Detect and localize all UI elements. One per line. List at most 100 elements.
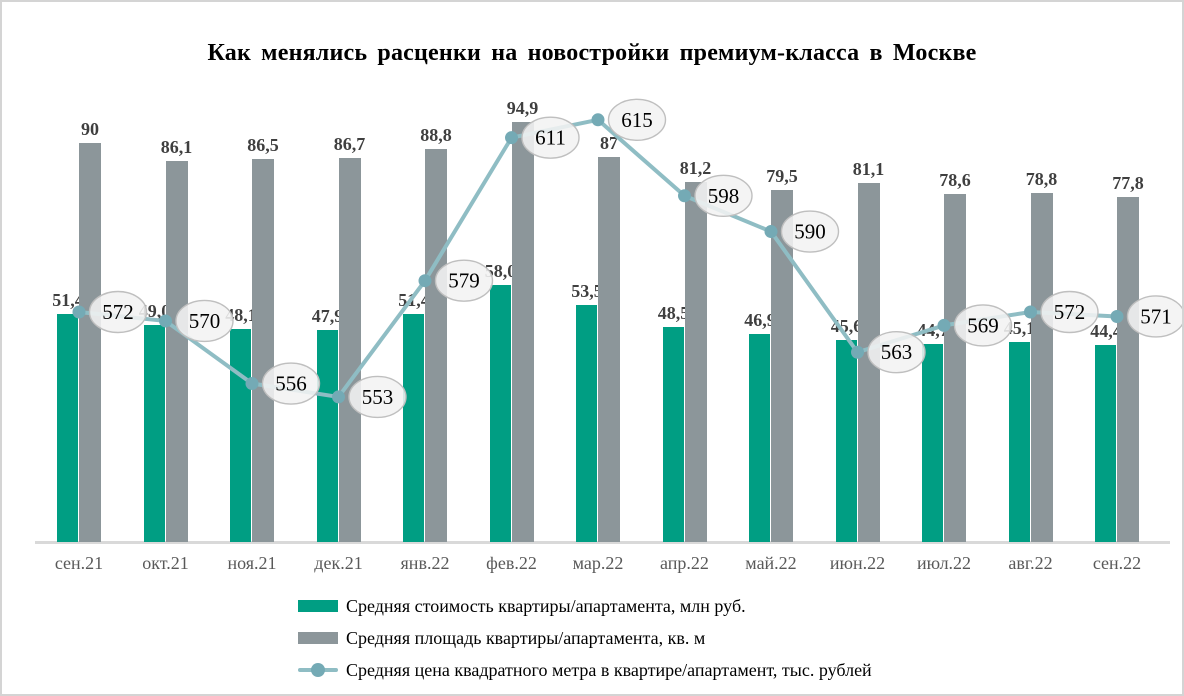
area-series-swatch [298,632,338,644]
cost-bar-label: 53,5 [571,280,603,301]
price-callout-bubble [694,174,753,217]
price-callout-bubble [434,259,494,302]
cost-bar-label: 48,5 [657,303,690,324]
cost-bar [403,314,424,542]
category-label: фев.22 [486,553,537,573]
price-marker [418,274,432,288]
price-marker [1024,305,1037,319]
legend: Средняя стоимость квартиры/апартамента, … [298,596,872,692]
area-bar-label: 86,7 [333,133,366,154]
price-callout-value: 563 [881,340,913,364]
area-bar [79,143,101,542]
category-label: окт.21 [142,553,189,573]
chart-title: Как менялись расценки на новостройки пре… [207,40,977,66]
area-bar-label: 94,9 [506,97,539,118]
price-callout-bubble [88,290,148,334]
price-callout-bubble [175,299,234,343]
price-callout-value: 556 [275,372,307,396]
cost-bar [489,285,511,542]
price-callout-bubble [780,210,840,253]
cost-series-swatch [298,600,338,612]
category-label: ноя.21 [227,553,277,573]
price-callout-value: 615 [621,108,653,132]
price-callout-value: 570 [189,309,221,333]
area-bar-label: 86,5 [247,134,279,155]
legend-item-price: Средняя цена квадратного метра в квартир… [298,660,872,680]
category-label: апр.22 [660,553,709,573]
category-label: янв.22 [400,553,450,573]
area-bar [1117,197,1139,542]
cost-bar [662,327,684,542]
cost-bar [143,324,165,542]
area-bar-label: 81,2 [679,158,712,179]
area-bar-label: 87 [600,132,618,153]
cost-bar [749,334,770,542]
area-bar-label: 88,8 [420,124,452,145]
cost-bar-label: 51,4 [52,290,84,311]
price-callout-value: 590 [794,220,826,244]
price-callout-bubble [1040,290,1099,334]
price-marker [159,314,172,328]
area-bar [338,157,361,542]
price-marker [505,131,518,145]
price-callout-bubble [261,362,321,405]
category-label: мар.22 [572,553,624,573]
area-bar [771,189,793,542]
price-callout-bubble [521,116,580,159]
x-axis-line [35,541,1170,544]
cost-bar [1095,345,1116,542]
price-callout-value: 572 [1054,300,1086,324]
cost-bar [316,329,338,542]
area-bar [598,156,620,542]
area-bar-label: 77,8 [1112,173,1144,194]
price-callout-value: 569 [967,313,999,337]
legend-label-price: Средняя цена квадратного метра в квартир… [346,659,872,680]
area-bar [165,160,188,542]
cost-bar-label: 44,4 [1090,321,1122,342]
cost-bar-label: 58,0 [484,261,517,282]
price-marker [245,377,259,391]
category-label: май.22 [745,553,797,573]
area-bar [1030,192,1053,542]
cost-bar [835,339,857,542]
cost-bar-label: 46,9 [744,310,776,331]
area-bar-label: 90 [81,119,99,140]
area-bar [944,193,966,542]
price-marker [678,189,691,203]
legend-label-cost: Средняя стоимость квартиры/апартамента, … [346,595,746,616]
price-callout-bubble [607,98,667,141]
area-bar-label: 86,1 [160,136,193,157]
price-callout-bubble [1126,295,1182,338]
price-marker [1110,309,1124,323]
category-label: дек.21 [314,553,363,573]
cost-bar [922,343,943,542]
category-label: сен.22 [1092,553,1142,573]
price-callout-value: 572 [102,300,134,324]
area-bar [425,148,447,542]
area-bar-label: 81,1 [852,158,885,179]
cost-bar-label: 45,6 [830,315,863,336]
price-callout-value: 571 [1140,304,1172,328]
price-callout-bubble [953,304,1013,347]
price-callout-bubble [867,331,926,374]
category-label: сен.21 [54,553,104,573]
price-line [78,117,1118,399]
area-bar [252,158,274,542]
area-bar-label: 79,5 [766,165,798,186]
price-callout-value: 553 [362,385,394,409]
price-callout-bubble [348,375,407,419]
price-marker [764,225,778,239]
price-callout-value: 598 [708,184,740,208]
area-bar [684,182,707,542]
cost-bar [57,314,78,542]
cost-bar [1008,342,1030,542]
price-marker [937,318,951,332]
category-label: авг.22 [1008,553,1053,573]
price-marker [332,390,345,404]
area-bar [857,182,880,542]
category-label: июн.22 [829,553,886,573]
legend-label-area: Средняя площадь квартиры/апартамента, кв… [346,627,706,648]
